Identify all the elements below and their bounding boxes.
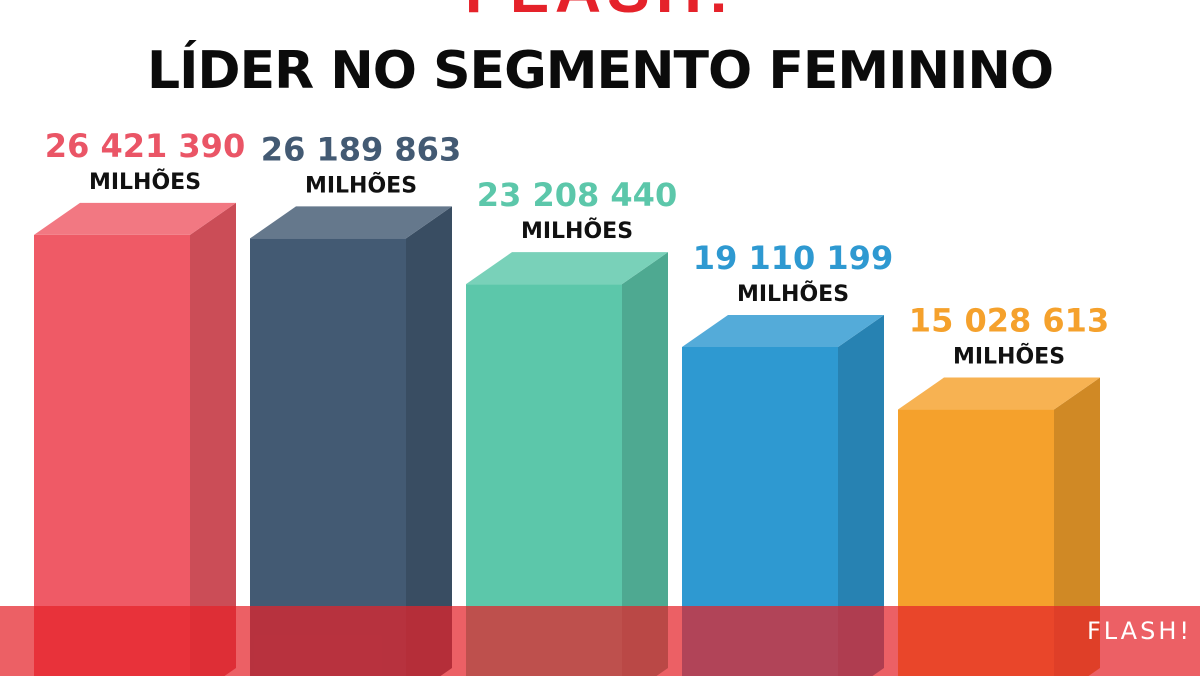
bar-top bbox=[250, 206, 452, 239]
brand-label: FLASH! bbox=[1086, 617, 1192, 645]
bar-side bbox=[1054, 377, 1100, 676]
data-label-value: 26 421 390 bbox=[45, 127, 245, 165]
bar-top bbox=[466, 252, 668, 285]
data-label-unit: MILHÕES bbox=[89, 169, 201, 195]
bar bbox=[34, 234, 190, 676]
bar-side bbox=[406, 206, 452, 676]
data-label-unit: MILHÕES bbox=[305, 172, 417, 198]
bar bbox=[250, 238, 406, 676]
data-label-value: 19 110 199 bbox=[693, 239, 893, 277]
data-label-value: 15 028 613 bbox=[909, 302, 1109, 340]
data-label-value: 23 208 440 bbox=[477, 176, 677, 214]
data-label-value: 26 189 863 bbox=[261, 130, 461, 168]
bar-top bbox=[682, 314, 884, 347]
masthead-title: FLASH! bbox=[0, 0, 1200, 22]
data-label-unit: MILHÕES bbox=[737, 281, 849, 307]
bar-side bbox=[190, 202, 236, 676]
footer-band bbox=[0, 606, 1200, 676]
bar-side bbox=[838, 314, 884, 676]
data-label-unit: MILHÕES bbox=[953, 344, 1065, 370]
bar-side bbox=[622, 252, 668, 676]
bar-top bbox=[898, 377, 1100, 410]
headline: LÍDER NO SEGMENTO FEMININO bbox=[146, 41, 1054, 101]
bar-top bbox=[34, 202, 236, 235]
data-label-unit: MILHÕES bbox=[521, 218, 633, 244]
